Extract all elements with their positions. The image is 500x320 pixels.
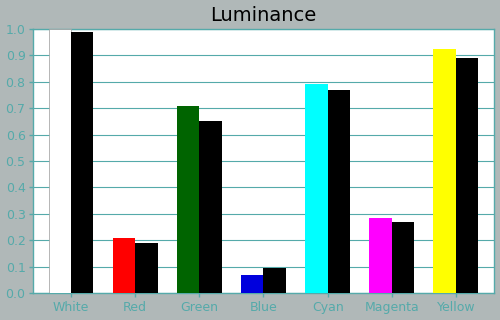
Bar bbox=[48, 29, 71, 293]
Bar bbox=[456, 58, 478, 293]
Bar bbox=[177, 106, 200, 293]
Bar bbox=[71, 32, 94, 293]
Bar bbox=[264, 268, 286, 293]
Bar bbox=[392, 222, 414, 293]
Bar bbox=[328, 90, 350, 293]
Bar bbox=[200, 121, 222, 293]
Bar bbox=[305, 84, 328, 293]
Bar bbox=[370, 218, 392, 293]
Title: Luminance: Luminance bbox=[210, 5, 316, 25]
Bar bbox=[241, 275, 264, 293]
Bar bbox=[434, 49, 456, 293]
Bar bbox=[135, 243, 158, 293]
Bar bbox=[112, 238, 135, 293]
